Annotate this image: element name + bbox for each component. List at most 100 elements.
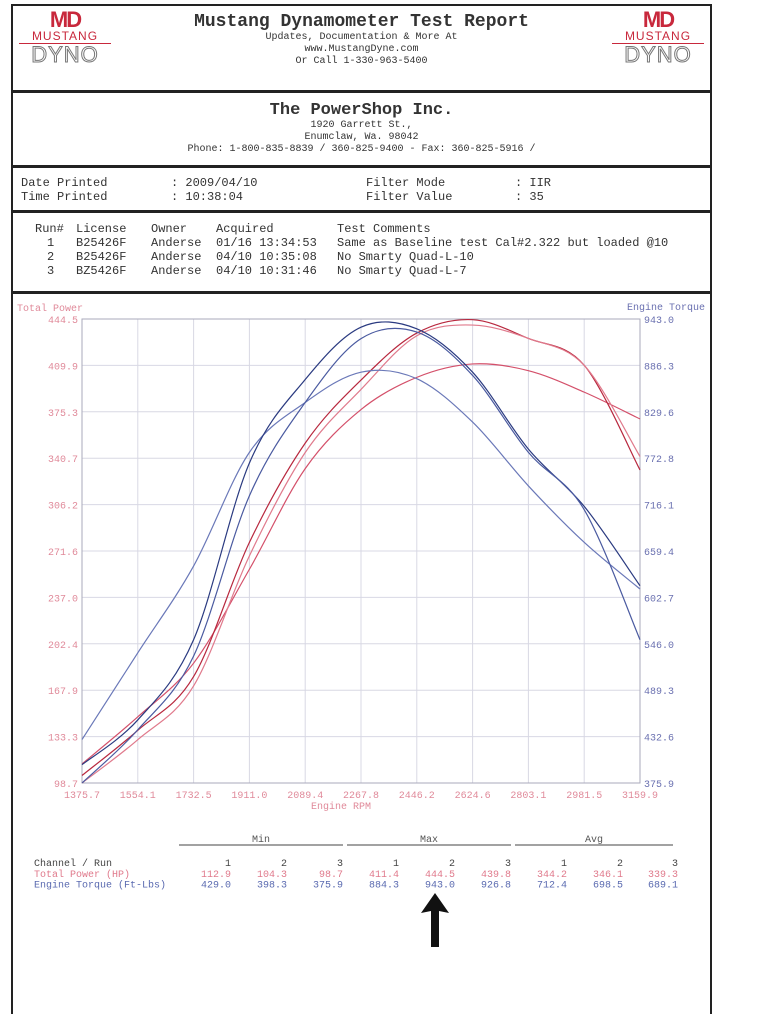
run-license: BZ5426F [76,264,127,278]
y2-tick-label: 716.1 [644,502,674,513]
summary-value: 943.0 [425,881,455,892]
y2-tick-label: 829.6 [644,409,674,420]
filter-mode-label: Filter Mode [366,176,446,190]
summary-run-number: 1 [225,859,231,870]
summary-group-max: Max [420,835,438,846]
x-tick-label: 2624.6 [455,791,491,802]
summary-run-number: 2 [449,859,455,870]
filter-mode-value: : IIR [515,176,552,190]
summary-value: 398.3 [257,881,287,892]
y-tick-label: 237.0 [48,594,78,605]
summary-channel-label: Engine Torque (Ft-Lbs) [34,880,166,892]
print-info: Date Printed : 2009/04/10 Time Printed :… [11,166,712,212]
torque-run-3-line [81,327,641,784]
x-tick-label: 3159.9 [622,791,658,802]
shop-address: 1920 Garrett St., [310,120,413,131]
y-tick-label: 306.2 [48,502,78,513]
power-run-1-line [81,363,641,765]
shop-info: The PowerShop Inc. 1920 Garrett St., Enu… [11,91,712,167]
torque-run-2-line [81,321,641,766]
shop-phone: Phone: 1-800-835-8839 / 360-825-9400 - F… [187,144,536,155]
y2-tick-label: 375.9 [644,780,674,791]
col-comments: Test Comments [337,222,431,236]
summary-run-number: 3 [337,859,343,870]
summary-value: 429.0 [201,881,231,892]
summary-group-min: Min [252,834,270,846]
report-header: MD MUSTANG DYNO Mustang Dynamometer Test R… [11,4,712,92]
col-license: License [76,222,127,236]
run-acquired: 04/10 10:35:08 [216,250,317,264]
runs-table: Run# License Owner Acquired Test Comment… [11,211,712,293]
summary-group-avg: Avg [585,835,603,846]
y2-tick-label: 943.0 [644,316,674,327]
x-tick-label: 2267.8 [343,791,379,802]
summary-value: 339.3 [648,870,678,881]
summary-value: 112.9 [201,870,231,881]
y2-tick-label: 546.0 [644,641,674,652]
summary-value: 689.1 [648,881,678,892]
summary-value: 98.7 [319,870,343,881]
torque-run-1-line [81,369,641,740]
time-printed-label: Time Printed [21,190,108,204]
y2-tick-label: 432.6 [644,734,674,745]
chart-panel: 1375.7 98.7 375.9 1554.1 133.3 432.6 1732.5 167… [11,292,712,1014]
mustang-dyno-logo-left: MD MUSTANG DYNO [19,9,111,66]
power-run-3-line [81,324,641,784]
summary-value: 698.5 [593,881,623,892]
plot-frame [81,318,641,784]
y-tick-label: 98.7 [54,780,78,791]
x-tick-label: 1375.7 [64,791,100,802]
header-website: www.MustangDyne.com [304,44,419,55]
summary-value: 375.9 [313,881,343,892]
y-tick-label: 167.9 [48,687,78,698]
header-line1: Updates, Documentation & More At [265,32,458,43]
run-owner: Anderse [151,264,202,278]
y2-tick-label: 886.3 [644,362,674,373]
run-comment: No Smarty Quad-L-10 [337,250,474,264]
summary-value: 104.3 [257,870,287,881]
x-axis-title: Engine RPM [311,801,371,813]
summary-run-number: 2 [617,859,623,870]
date-printed-value: : 2009/04/10 [171,176,258,190]
x-tick-label: 2446.2 [399,791,435,802]
shop-name: The PowerShop Inc. [269,101,454,120]
y-tick-label: 375.3 [48,409,78,420]
date-printed-label: Date Printed [21,176,108,190]
run-comment: No Smarty Quad-L-7 [337,264,467,278]
time-printed-value: : 10:38:04 [171,190,244,204]
y-tick-label: 409.9 [48,362,78,373]
y-axis-title: Total Power [17,303,83,315]
run-number: 1 [47,236,55,250]
summary-run-number: 3 [672,859,678,870]
summary-value: 344.2 [537,870,567,881]
x-tick-label: 1554.1 [120,791,156,802]
y-tick-label: 444.5 [48,316,78,327]
summary-run-number: 2 [281,859,287,870]
summary-run-number: 1 [561,859,567,870]
summary-value: 346.1 [593,870,623,881]
summary-run-number: 1 [393,859,399,870]
col-run: Run# [35,222,64,236]
summary-value: 444.5 [425,870,455,881]
y2-tick-label: 772.8 [644,455,674,466]
run-acquired: 04/10 10:31:46 [216,264,317,278]
x-tick-label: 2981.5 [566,791,602,802]
run-number: 3 [47,264,55,278]
mustang-dyno-logo-right: MD MUSTANG DYNO [612,9,704,66]
summary-channel-label: Total Power (HP) [34,869,130,881]
arrow-up-annotation [421,893,449,947]
y-tick-label: 271.6 [48,548,78,559]
summary-value: 439.8 [481,870,511,881]
x-tick-label: 1911.0 [231,791,267,802]
summary-value: 712.4 [537,881,567,892]
y2-tick-label: 659.4 [644,548,674,559]
x-tick-label: 2089.4 [287,791,323,802]
run-owner: Anderse [151,250,202,264]
filter-value-label: Filter Value [366,190,453,204]
header-phone: Or Call 1-330-963-5400 [295,56,428,67]
col-owner: Owner [151,222,188,236]
summary-value: 884.3 [369,881,399,892]
x-tick-label: 1732.5 [176,791,212,802]
summary-value: 926.8 [481,881,511,892]
